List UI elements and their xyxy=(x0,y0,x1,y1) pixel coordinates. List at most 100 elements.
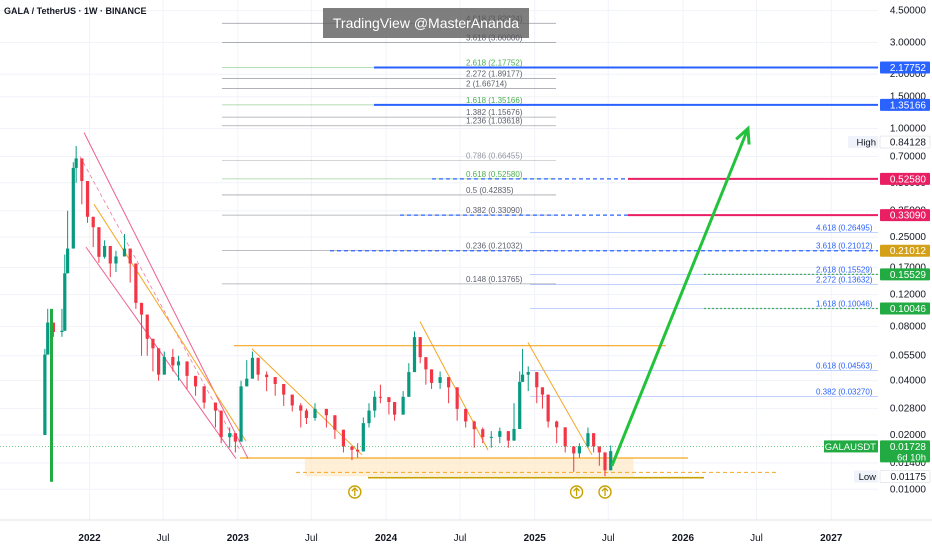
candle-body xyxy=(219,410,223,438)
price-tag-box xyxy=(880,98,930,111)
fib-level-label: 1.382 (1.15676) xyxy=(466,108,523,117)
price-tag: 0.15529 xyxy=(880,268,930,281)
projection-arrow-shaft xyxy=(610,127,750,467)
fib-ext-label: 2.272 (0.13632) xyxy=(816,276,873,285)
candle-body xyxy=(282,384,286,395)
time-axis-background xyxy=(0,520,932,550)
fib-level-label: 0.786 (0.66455) xyxy=(466,152,523,161)
candle-body xyxy=(324,408,328,416)
price-tag-label: 0.01728 xyxy=(890,442,927,453)
candle-body xyxy=(134,263,138,303)
candle-body xyxy=(85,181,90,217)
channel-upper-line xyxy=(83,132,249,459)
candle-body xyxy=(162,357,166,375)
price-tag-box xyxy=(880,302,930,315)
accumulation-zone xyxy=(304,458,634,477)
fib-level-label: 0.148 (0.13765) xyxy=(466,275,523,284)
candle-body xyxy=(609,451,613,471)
candle-body xyxy=(43,354,47,435)
candle-body xyxy=(535,372,539,388)
candle-body xyxy=(563,427,567,447)
price-axis-tick: 0.70000 xyxy=(890,151,927,162)
time-axis-tick: Jul xyxy=(454,533,467,544)
candle-body xyxy=(239,386,243,442)
fib-ext-label: 2.618 (0.15529) xyxy=(816,265,873,274)
candle-body xyxy=(393,402,397,415)
candle-body xyxy=(455,387,459,409)
candle-body xyxy=(145,314,149,339)
candle-body xyxy=(341,429,346,447)
candle-body xyxy=(290,394,294,406)
watermark: TradingView @MasterAnanda xyxy=(323,8,529,38)
price-tag: 0.01175 Low xyxy=(854,470,931,483)
candle-body xyxy=(114,256,118,264)
time-axis-tick: Jul xyxy=(305,533,318,544)
price-axis-tick: 0.17000 xyxy=(890,262,927,273)
price-tag: 2.17752 xyxy=(880,61,930,74)
candle-body xyxy=(228,433,232,438)
candle-body xyxy=(518,381,522,429)
candle-body xyxy=(176,361,181,366)
candle-body xyxy=(597,446,601,453)
candle-body xyxy=(139,302,144,315)
fib-ext-label: 1.618 (0.10046) xyxy=(816,300,873,309)
time-axis-tick: 2023 xyxy=(227,533,250,544)
candle-body xyxy=(233,433,237,442)
candle-body xyxy=(540,387,545,395)
candle-body xyxy=(546,394,550,422)
candle-body xyxy=(429,369,434,383)
fib-level-label: 0.618 (0.52580) xyxy=(466,170,523,179)
price-axis-tick: 0.12000 xyxy=(890,290,927,301)
candle-body xyxy=(367,410,371,424)
candle-body xyxy=(526,372,530,375)
candle-body xyxy=(586,433,590,447)
marker-arrow xyxy=(601,487,609,496)
launch-candle xyxy=(50,308,53,482)
price-tag-countdown: 6d 10h xyxy=(897,452,926,463)
candle-body xyxy=(245,378,249,387)
candle-body xyxy=(464,408,468,422)
price-tag-prefix-box xyxy=(854,470,878,483)
fib-level-label: 0.236 (0.21032) xyxy=(466,242,523,251)
candle-body xyxy=(401,396,405,415)
candle-body xyxy=(102,245,107,257)
price-axis-tick: 0.25000 xyxy=(890,232,927,243)
fib-level-label: 1.618 (1.35166) xyxy=(466,96,523,105)
price-tag-box xyxy=(880,244,930,257)
price-tag-box xyxy=(880,61,930,74)
bottom-marker-icon xyxy=(348,485,362,499)
price-axis-tick: 0.01000 xyxy=(890,484,927,495)
price-tag-prefix: Low xyxy=(859,472,877,483)
candle-body xyxy=(424,357,428,370)
candle-body xyxy=(71,167,75,249)
candle-body xyxy=(489,436,493,438)
price-tag-label: 0.33090 xyxy=(890,211,927,222)
candle-body xyxy=(202,386,206,403)
price-tag-box xyxy=(880,268,930,281)
candle-body xyxy=(412,337,417,373)
channel-lower-line xyxy=(85,246,237,459)
time-axis-tick: 2026 xyxy=(672,533,695,544)
candle-body xyxy=(304,410,309,418)
candle-body xyxy=(592,433,596,447)
candle-body xyxy=(438,377,442,383)
bottom-marker-icon xyxy=(598,485,612,499)
candle-body xyxy=(361,423,365,452)
candle-body xyxy=(151,338,155,349)
candle-body xyxy=(512,428,516,441)
candle-body xyxy=(171,357,175,366)
price-axis-tick: 4.50000 xyxy=(890,6,927,17)
price-tag-box xyxy=(880,172,930,185)
candle-body xyxy=(350,446,354,450)
candle-body xyxy=(373,396,377,411)
candle-body xyxy=(80,158,84,182)
candle-body xyxy=(498,431,502,437)
bottom-marker-icon xyxy=(569,485,584,499)
price-tag-label: 0.15529 xyxy=(890,270,927,281)
candle-body xyxy=(520,374,525,382)
price-tag-box xyxy=(880,440,930,463)
marker-arrow xyxy=(351,487,359,496)
fib-extension-right: 4.618 (0.26495) 3.618 (0.21012) 2.618 (0.1… xyxy=(530,224,878,397)
